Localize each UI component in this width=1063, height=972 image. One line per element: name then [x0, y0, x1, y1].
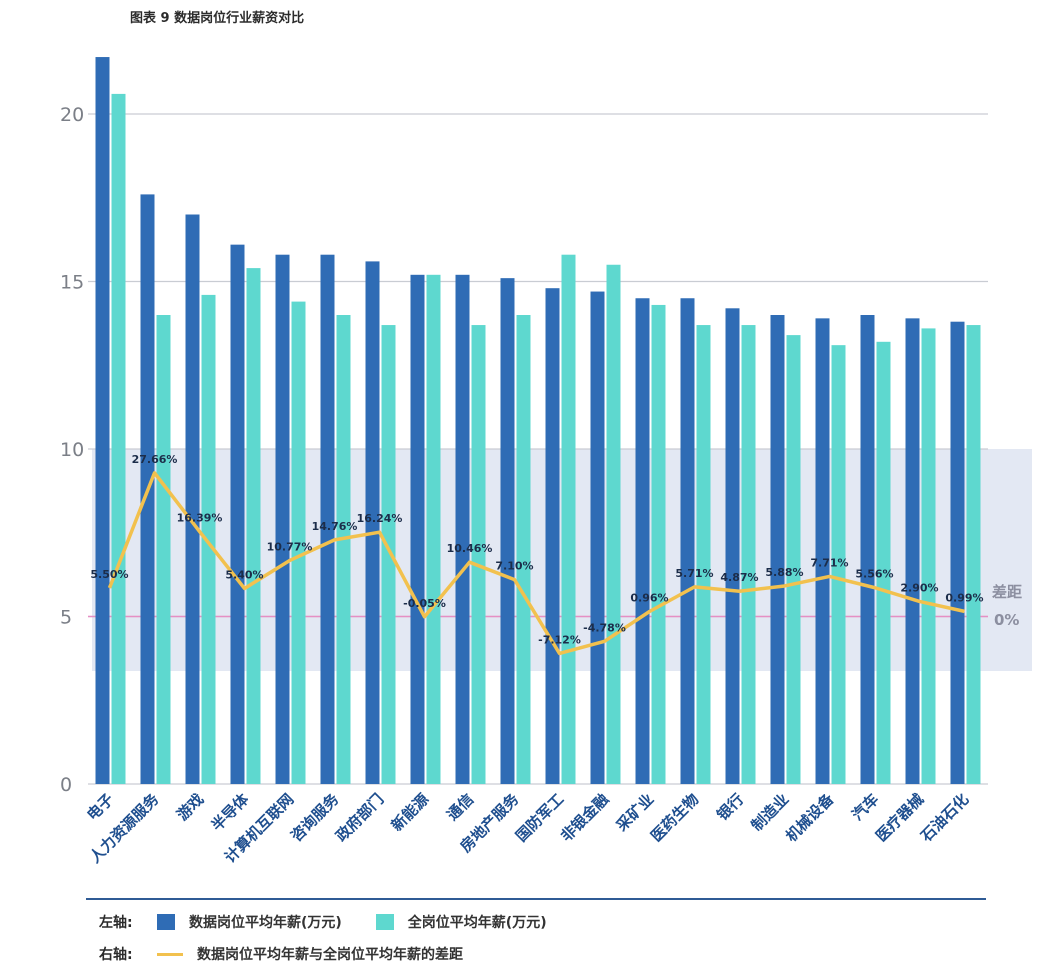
bar-all-salary — [201, 294, 216, 784]
chart: 图表 9 数据岗位行业薪资对比 0 5 10 15 20 5.50% 27.66% 16.3… — [60, 10, 1032, 866]
x-tick-label: 游戏 — [173, 790, 207, 824]
x-tick-label: 政府部门 — [332, 790, 387, 845]
gap-data-label: 0.99% — [945, 591, 983, 604]
gap-data-label: -0.05% — [403, 597, 446, 610]
gap-data-label: 7.71% — [810, 556, 848, 569]
y-tick-label: 5 — [60, 607, 72, 629]
gap-data-label: -7.12% — [538, 633, 581, 646]
bar-all-salary — [606, 264, 621, 784]
gap-data-label: 5.88% — [765, 566, 803, 579]
x-tick-label: 医药生物 — [647, 790, 702, 845]
legend-item1-text: 数据岗位平均年薪(万元) — [189, 915, 342, 931]
bar-all-salary — [561, 254, 576, 784]
legend-row-left: 左轴: 数据岗位平均年薪(万元) 全岗位平均年薪(万元) — [99, 906, 581, 938]
bar-data-salary — [320, 254, 335, 784]
legend: 左轴: 数据岗位平均年薪(万元) 全岗位平均年薪(万元) 右轴: 数据岗位平均年… — [99, 906, 581, 970]
x-tick-label: 银行 — [713, 790, 747, 824]
bar-all-salary — [921, 328, 936, 784]
bar-data-salary — [815, 318, 830, 784]
gap-data-label: 5.50% — [90, 568, 128, 581]
legend-divider — [86, 898, 986, 900]
legend-item3-text: 数据岗位平均年薪与全岗位平均年薪的差距 — [197, 947, 463, 963]
legend-swatch-dark — [157, 914, 175, 930]
x-tick-label: 石油石化 — [916, 790, 972, 846]
bar-all-salary — [966, 325, 981, 784]
legend-item-gap: 数据岗位平均年薪与全岗位平均年薪的差距 — [157, 944, 463, 964]
gap-data-label: 5.71% — [675, 567, 713, 580]
gap-data-label: 16.24% — [357, 512, 403, 525]
bar-data-salary — [410, 274, 425, 784]
gap-data-label: 0.96% — [630, 592, 668, 605]
gap-data-label: 10.46% — [447, 542, 493, 555]
bar-all-salary — [786, 335, 801, 784]
bar-data-salary — [275, 254, 290, 784]
gap-data-label: 14.76% — [312, 520, 358, 533]
bar-data-salary — [860, 315, 875, 784]
bar-data-salary — [500, 278, 515, 784]
bar-all-salary — [426, 274, 441, 784]
bar-all-salary — [381, 325, 396, 784]
bar-all-salary — [876, 341, 891, 784]
right-axis-zero-label: 0% — [994, 611, 1019, 629]
bar-data-salary — [590, 291, 605, 784]
bar-data-salary — [365, 261, 380, 784]
gap-data-label: 7.10% — [495, 560, 533, 573]
gap-line — [107, 471, 965, 656]
x-tick-label: 咨询服务 — [287, 789, 343, 845]
bar-all-salary — [516, 315, 531, 784]
x-tick-label: 新能源 — [388, 790, 433, 835]
gap-data-label: 27.66% — [132, 453, 178, 466]
bar-all-salary — [651, 304, 666, 784]
legend-left-axis-label: 左轴: — [99, 915, 133, 931]
x-tick-label: 通信 — [443, 790, 477, 824]
bar-all-salary — [156, 315, 171, 784]
x-tick-label: 汽车 — [848, 790, 882, 824]
bar-data-salary — [230, 244, 245, 784]
bar-data-salary — [455, 274, 470, 784]
bar-data-salary — [545, 288, 560, 784]
bar-all-salary — [336, 315, 351, 784]
y-tick-label: 20 — [60, 104, 84, 126]
x-tick-label: 电子 — [83, 790, 117, 824]
bar-all-salary — [831, 345, 846, 784]
bar-data-salary — [905, 318, 920, 784]
bar-data-salary — [185, 214, 200, 784]
y-tick-label: 0 — [60, 774, 72, 796]
bar-data-salary — [950, 321, 965, 784]
gap-data-label: 2.90% — [900, 581, 938, 594]
right-axis-title: 差距 — [992, 583, 1022, 601]
legend-row-right: 右轴: 数据岗位平均年薪与全岗位平均年薪的差距 — [99, 938, 581, 970]
legend-swatch-light — [375, 914, 394, 930]
gap-data-label: 10.77% — [267, 541, 313, 554]
bar-data-salary — [770, 315, 785, 784]
bar-data-salary — [635, 298, 650, 784]
bar-all-salary — [471, 325, 486, 784]
legend-item2-text: 全岗位平均年薪(万元) — [407, 915, 547, 931]
bar-all-salary — [246, 268, 261, 785]
legend-item-data-salary: 数据岗位平均年薪(万元) — [157, 912, 342, 932]
legend-swatch-line — [157, 952, 183, 956]
gap-data-label: -4.78% — [583, 621, 626, 634]
bar-all-salary — [291, 301, 306, 784]
legend-item-all-salary: 全岗位平均年薪(万元) — [375, 912, 547, 932]
x-tick-label: 医疗器械 — [872, 790, 927, 845]
bar-all-salary — [696, 325, 711, 784]
gap-data-label: 5.56% — [855, 568, 893, 581]
chart-title: 图表 9 数据岗位行业薪资对比 — [130, 10, 304, 26]
gap-data-label: 5.40% — [225, 568, 263, 581]
bar-data-salary — [680, 298, 695, 784]
bar-all-salary — [111, 93, 126, 784]
bar-all-salary — [741, 325, 756, 784]
bar-data-salary — [725, 308, 740, 784]
x-tick-label: 国防军工 — [512, 790, 567, 845]
y-tick-label: 10 — [60, 439, 84, 461]
bar-data-salary — [95, 57, 110, 785]
gap-data-label: 4.87% — [720, 571, 758, 584]
gap-data-label: 16.39% — [177, 511, 223, 524]
x-tick-label: 非银金融 — [557, 790, 612, 845]
x-tick-label: 机械设备 — [782, 789, 838, 845]
legend-right-axis-label: 右轴: — [99, 947, 133, 963]
y-tick-label: 15 — [60, 272, 84, 294]
